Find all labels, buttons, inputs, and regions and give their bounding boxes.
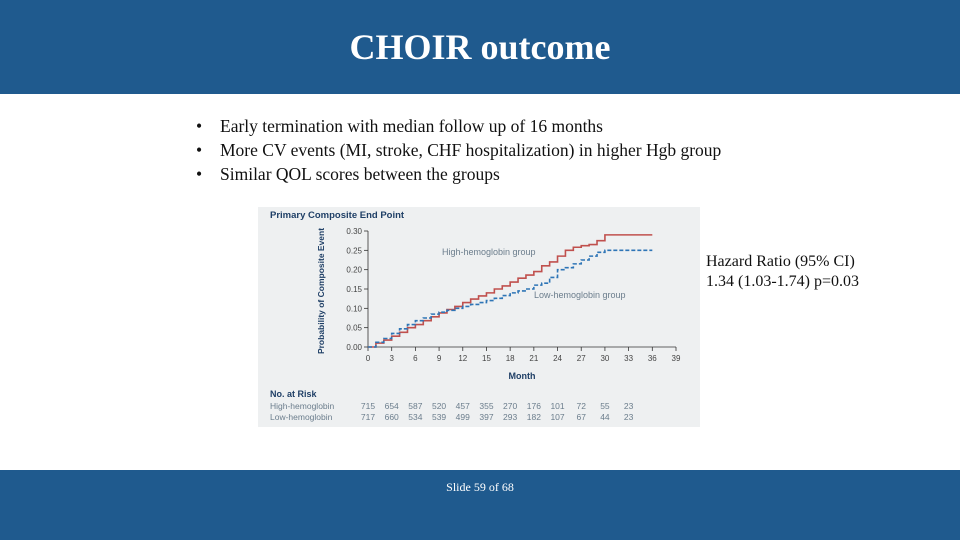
y-tick-label: 0.05 — [346, 324, 362, 333]
at-risk-value-low: 534 — [408, 412, 422, 422]
at-risk-value-low: 499 — [456, 412, 470, 422]
at-risk-value-low: 539 — [432, 412, 446, 422]
at-risk-value-low: 44 — [600, 412, 610, 422]
at-risk-value-low: 660 — [385, 412, 399, 422]
at-risk-value-low: 107 — [550, 412, 564, 422]
x-tick-label: 15 — [482, 354, 491, 363]
at-risk-value-high: 587 — [408, 401, 422, 411]
y-tick-label: 0.20 — [346, 266, 362, 275]
x-tick-label: 33 — [624, 354, 633, 363]
series-line-low — [368, 249, 653, 348]
slide-title: CHOIR outcome — [349, 27, 611, 67]
at-risk-value-low: 717 — [361, 412, 375, 422]
chart-svg: Primary Composite End Point Probability … — [270, 210, 681, 422]
bullet-item: • Similar QOL scores between the groups — [196, 162, 721, 186]
at-risk-value-high: 72 — [576, 401, 586, 411]
at-risk-value-high: 654 — [385, 401, 399, 411]
at-risk-value-high: 101 — [550, 401, 564, 411]
at-risk-value-high: 176 — [527, 401, 541, 411]
at-risk-value-high: 55 — [600, 401, 610, 411]
at-risk-value-high: 355 — [479, 401, 493, 411]
at-risk-value-high: 270 — [503, 401, 517, 411]
bullet-text: Early termination with median follow up … — [220, 116, 603, 136]
at-risk-label-low: Low-hemoglobin — [270, 412, 333, 422]
at-risk-value-low: 67 — [576, 412, 586, 422]
x-tick-label: 6 — [413, 354, 418, 363]
at-risk-value-high: 520 — [432, 401, 446, 411]
bullet-dot: • — [196, 140, 203, 160]
at-risk-value-low: 397 — [479, 412, 493, 422]
bullet-list: • Early termination with median follow up… — [196, 114, 721, 186]
at-risk-title: No. at Risk — [270, 389, 318, 399]
x-tick-label: 30 — [600, 354, 609, 363]
at-risk-value-high: 23 — [624, 401, 634, 411]
kaplan-meier-figure: Primary Composite End Point Probability … — [258, 207, 700, 427]
bullet-text: Similar QOL scores between the groups — [220, 164, 500, 184]
x-tick-label: 0 — [366, 354, 371, 363]
at-risk-value-high: 715 — [361, 401, 375, 411]
x-tick-label: 12 — [458, 354, 467, 363]
series-line-high — [368, 234, 653, 348]
x-tick-label: 39 — [672, 354, 681, 363]
bullet-text: More CV events (MI, stroke, CHF hospital… — [220, 140, 722, 160]
x-tick-label: 27 — [577, 354, 586, 363]
y-tick-label: 0.10 — [346, 304, 362, 313]
series-label-high: High-hemoglobin group — [442, 247, 536, 257]
y-tick-label: 0.15 — [346, 285, 362, 294]
x-tick-label: 24 — [553, 354, 562, 363]
x-axis-label: Month — [509, 371, 536, 381]
bullet-item: • Early termination with median follow up… — [196, 114, 721, 138]
y-tick-label: 0.30 — [346, 227, 362, 236]
series-label-low: Low-hemoglobin group — [534, 290, 626, 300]
y-tick-label: 0.00 — [346, 343, 362, 352]
x-tick-label: 21 — [529, 354, 538, 363]
slide-number: Slide 59 of 68 — [446, 480, 514, 494]
hazard-ratio-text: Hazard Ratio (95% CI) 1.34 (1.03-1.74) p… — [706, 253, 860, 290]
bullet-dot: • — [196, 116, 203, 136]
y-tick-label: 0.25 — [346, 246, 362, 255]
bullet-item: • More CV events (MI, stroke, CHF hospita… — [196, 138, 721, 162]
bullet-dot: • — [196, 164, 203, 184]
at-risk-label-high: High-hemoglobin — [270, 401, 335, 411]
x-tick-label: 36 — [648, 354, 657, 363]
x-tick-label: 18 — [506, 354, 515, 363]
at-risk-value-low: 23 — [624, 412, 634, 422]
at-risk-value-low: 182 — [527, 412, 541, 422]
title-bar — [0, 0, 960, 94]
x-tick-label: 9 — [437, 354, 442, 363]
at-risk-value-low: 293 — [503, 412, 517, 422]
chart-title: Primary Composite End Point — [270, 210, 405, 221]
y-axis-label: Probability of Composite Event — [316, 228, 326, 354]
x-tick-label: 3 — [389, 354, 394, 363]
footer-bar — [0, 470, 960, 540]
at-risk-value-high: 457 — [456, 401, 470, 411]
